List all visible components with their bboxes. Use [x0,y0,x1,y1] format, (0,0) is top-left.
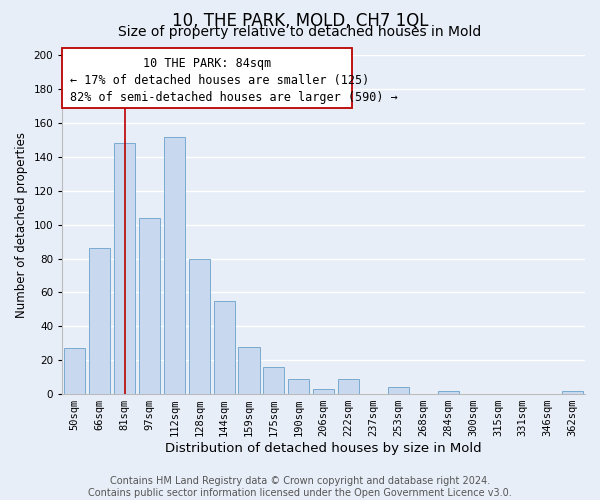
Y-axis label: Number of detached properties: Number of detached properties [15,132,28,318]
X-axis label: Distribution of detached houses by size in Mold: Distribution of detached houses by size … [166,442,482,455]
Text: Contains HM Land Registry data © Crown copyright and database right 2024.
Contai: Contains HM Land Registry data © Crown c… [88,476,512,498]
Text: Size of property relative to detached houses in Mold: Size of property relative to detached ho… [118,25,482,39]
Text: 10, THE PARK, MOLD, CH7 1QL: 10, THE PARK, MOLD, CH7 1QL [172,12,428,30]
Bar [238,346,260,394]
Bar [64,348,85,394]
Bar [214,301,235,394]
Text: 82% of semi-detached houses are larger (590) →: 82% of semi-detached houses are larger (… [70,91,398,104]
Bar [188,258,210,394]
Bar [139,218,160,394]
Bar [263,367,284,394]
Bar [164,136,185,394]
Bar [338,379,359,394]
Text: 10 THE PARK: 84sqm: 10 THE PARK: 84sqm [143,57,271,70]
Bar [562,390,583,394]
Bar [288,379,310,394]
Bar [388,388,409,394]
Bar [437,390,458,394]
Text: ← 17% of detached houses are smaller (125): ← 17% of detached houses are smaller (12… [70,74,370,87]
FancyBboxPatch shape [62,48,352,108]
Bar [89,248,110,394]
Bar [313,389,334,394]
Bar [114,144,135,394]
